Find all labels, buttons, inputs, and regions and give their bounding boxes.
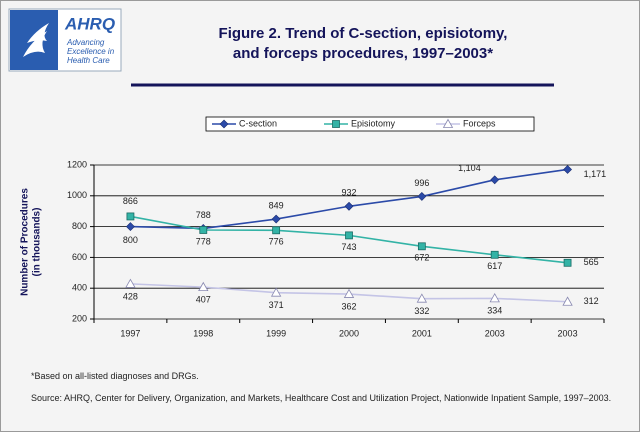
data-label: 362 bbox=[341, 301, 356, 311]
data-label: 334 bbox=[487, 306, 502, 316]
chart-title: and forceps procedures, 1997–2003* bbox=[233, 45, 493, 62]
x-tick-label: 2003 bbox=[558, 328, 578, 338]
y-tick-label: 800 bbox=[72, 221, 87, 231]
legend-marker bbox=[219, 119, 229, 129]
footnote: *Based on all-listed diagnoses and DRGs. bbox=[31, 371, 199, 381]
data-point bbox=[272, 226, 281, 235]
data-label: 996 bbox=[414, 178, 429, 188]
source-note: Source: AHRQ, Center for Delivery, Organ… bbox=[31, 393, 612, 403]
y-tick-label: 400 bbox=[72, 283, 87, 293]
data-label: 743 bbox=[341, 242, 356, 252]
legend-label: Episiotomy bbox=[351, 118, 396, 128]
data-label: 788 bbox=[196, 210, 211, 220]
data-label: 776 bbox=[269, 237, 284, 247]
data-label: 866 bbox=[123, 196, 138, 206]
legend-marker bbox=[442, 118, 454, 128]
data-label: 778 bbox=[196, 236, 211, 246]
data-point bbox=[125, 278, 136, 288]
data-point bbox=[199, 226, 208, 234]
y-axis-title-line: Number of Procedures bbox=[20, 188, 31, 296]
y-tick-label: 1000 bbox=[67, 190, 87, 200]
logo-tagline: Advancing bbox=[66, 38, 105, 47]
data-point bbox=[490, 250, 499, 259]
data-label: 672 bbox=[414, 253, 429, 263]
data-point bbox=[490, 175, 500, 185]
data-label: 932 bbox=[341, 188, 356, 198]
legend-label: C-section bbox=[239, 118, 277, 128]
y-tick-label: 1200 bbox=[67, 159, 87, 169]
data-label: 800 bbox=[123, 235, 138, 245]
data-label: 407 bbox=[196, 294, 211, 304]
data-point bbox=[417, 242, 426, 251]
data-label: 371 bbox=[269, 300, 284, 310]
x-tick-label: 2001 bbox=[412, 328, 432, 338]
logo-tagline: Health Care bbox=[67, 56, 110, 65]
data-point bbox=[344, 201, 354, 211]
data-label: 428 bbox=[123, 291, 138, 301]
eagle bbox=[23, 23, 49, 57]
data-label: 312 bbox=[584, 296, 599, 306]
data-point bbox=[343, 288, 355, 298]
y-tick-label: 600 bbox=[72, 252, 87, 262]
y-tick-label: 200 bbox=[72, 313, 87, 323]
logo-name: AHRQ bbox=[64, 14, 115, 33]
data-label: 565 bbox=[584, 257, 599, 267]
data-label: 1,171 bbox=[584, 169, 607, 179]
legend-marker bbox=[332, 120, 340, 128]
data-point bbox=[563, 165, 572, 174]
x-tick-label: 2000 bbox=[339, 328, 359, 338]
y-axis-title: Number of Procedures (in thousands) bbox=[20, 188, 43, 296]
data-point bbox=[563, 258, 572, 267]
data-label: 332 bbox=[414, 306, 429, 316]
data-point bbox=[126, 222, 135, 232]
data-point bbox=[126, 212, 135, 221]
x-tick-label: 1999 bbox=[266, 328, 286, 338]
data-point bbox=[345, 231, 353, 240]
data-point bbox=[271, 214, 281, 224]
data-point bbox=[562, 296, 573, 306]
chart-title: Figure 2. Trend of C-section, episiotomy… bbox=[219, 25, 508, 42]
data-label: 1,104 bbox=[458, 163, 481, 173]
legend-label: Forceps bbox=[463, 118, 496, 128]
data-point bbox=[198, 281, 209, 292]
data-point bbox=[270, 287, 282, 297]
data-point bbox=[417, 191, 427, 201]
y-axis-title-line: (in thousands) bbox=[32, 208, 43, 277]
data-point bbox=[416, 293, 428, 303]
logo-tagline: Excellence in bbox=[67, 47, 115, 56]
data-label: 849 bbox=[269, 200, 284, 210]
data-point bbox=[489, 293, 500, 303]
x-tick-label: 2003 bbox=[485, 328, 505, 338]
x-tick-label: 1998 bbox=[193, 328, 213, 338]
data-label: 617 bbox=[487, 261, 502, 271]
x-tick-label: 1997 bbox=[120, 328, 140, 338]
